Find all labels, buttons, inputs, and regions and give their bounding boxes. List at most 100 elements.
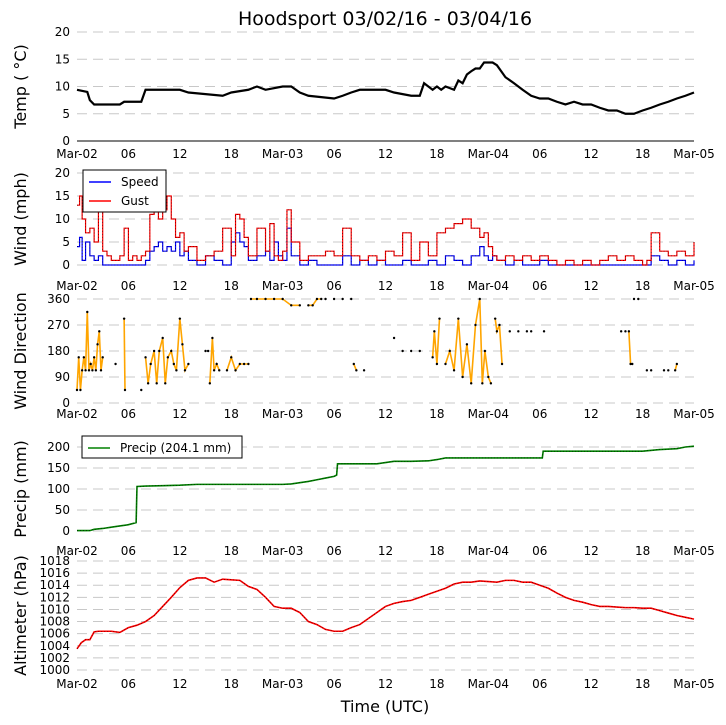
data-point (204, 349, 207, 353)
altimeter-markers (76, 577, 695, 649)
direction-line (250, 298, 300, 307)
direction-line (144, 318, 190, 384)
data-point (238, 362, 242, 366)
x-tick-label: Mar-05 (673, 279, 714, 293)
data-point (230, 356, 233, 359)
data-point (352, 362, 355, 366)
y-tick-label: 1014 (39, 578, 70, 592)
data-point (146, 382, 150, 385)
x-tick-label: 06 (121, 677, 136, 691)
x-tick-label: 06 (121, 279, 136, 293)
data-point (99, 369, 103, 372)
data-point (438, 317, 441, 320)
x-tick-label: Mar-03 (262, 279, 303, 293)
y-tick-label: 15 (55, 52, 70, 66)
data-point (77, 356, 80, 359)
data-point (483, 349, 487, 353)
data-point (498, 323, 501, 327)
x-tick-label: 12 (584, 279, 599, 293)
data-point (89, 362, 92, 366)
x-tick-label: 12 (584, 407, 599, 421)
x-tick-label: Mar-02 (56, 544, 97, 558)
data-point (122, 317, 126, 320)
data-point (324, 297, 327, 301)
wind-legend: Speed Gust (82, 169, 167, 213)
x-tick-label: 06 (326, 407, 341, 421)
data-point (86, 310, 89, 314)
precip-markers (77, 445, 695, 531)
y-tick-label: 0 (62, 396, 70, 410)
x-tick-label: 06 (121, 544, 136, 558)
x-tick-label: 12 (378, 407, 393, 421)
x-tick-label: 06 (532, 407, 547, 421)
data-point (465, 343, 469, 346)
x-tick-label: 06 (532, 279, 547, 293)
data-point (114, 362, 117, 366)
data-point (444, 362, 447, 366)
data-point (645, 369, 649, 372)
x-tick-label: 18 (635, 147, 650, 161)
data-point (98, 330, 101, 333)
x-tick-label: Mar-03 (262, 407, 303, 421)
x-tick-label: Mar-02 (56, 147, 97, 161)
y-tick-label: 100 (47, 482, 70, 496)
y-tick-label: 5 (62, 235, 70, 249)
data-point (667, 369, 670, 372)
data-point (281, 297, 284, 301)
data-point (290, 304, 293, 307)
y-tick-label: 20 (55, 25, 70, 39)
x-tick-label: Mar-05 (673, 544, 714, 558)
data-point (272, 297, 276, 301)
temp-panel: 0 5 10 15 20 Mar-02 06 12 18 Mar-03 06 12 18 Mar-04 06… (11, 25, 715, 161)
data-point (355, 369, 358, 372)
data-point (87, 369, 91, 372)
y-tick-label: 10 (55, 212, 70, 226)
y-tick-label: 270 (47, 318, 70, 332)
y-axis-label: Wind (mph) (11, 172, 30, 266)
y-axis-label: Altimeter (hPa) (11, 555, 30, 676)
data-point (529, 330, 533, 333)
legend-box (81, 435, 243, 459)
speed-markers (77, 227, 695, 266)
data-point (487, 375, 490, 379)
data-point (627, 330, 631, 333)
x-tick-label: Mar-02 (56, 279, 97, 293)
y-tick-label: 50 (55, 503, 70, 517)
x-tick-label: 12 (378, 544, 393, 558)
x-tick-label: 12 (378, 147, 393, 161)
x-tick-label: 12 (584, 544, 599, 558)
data-point (542, 330, 546, 333)
direction-line (431, 318, 441, 365)
x-tick-label: 06 (532, 677, 547, 691)
data-point (493, 317, 497, 320)
x-tick-label: 18 (429, 407, 444, 421)
precip-line (77, 445, 695, 532)
data-point (632, 297, 636, 301)
y-tick-label: 1010 (39, 602, 70, 616)
data-point (84, 369, 87, 372)
data-point (673, 369, 677, 372)
y-tick-label: 180 (47, 344, 70, 358)
x-tick-label: 18 (635, 544, 650, 558)
data-point (410, 349, 413, 353)
x-tick-label: Mar-02 (56, 407, 97, 421)
data-point (264, 297, 267, 301)
x-tick-label: 18 (429, 279, 444, 293)
y-tick-label: 1016 (39, 566, 70, 580)
legend-label: Gust (121, 194, 149, 208)
data-point (144, 356, 147, 359)
data-point (91, 369, 94, 372)
data-point (101, 356, 104, 359)
x-tick-label: 06 (326, 677, 341, 691)
y-tick-label: 1018 (39, 554, 70, 568)
data-point (164, 382, 167, 385)
data-point (183, 369, 187, 372)
gust-line (77, 195, 695, 266)
x-tick-label: Mar-05 (673, 407, 714, 421)
data-point (172, 362, 176, 366)
x-tick-label: 12 (172, 544, 187, 558)
x-tick-label: 06 (326, 544, 341, 558)
x-tick-label: 18 (224, 407, 239, 421)
data-point (225, 369, 229, 372)
x-tick-label: 18 (429, 544, 444, 558)
